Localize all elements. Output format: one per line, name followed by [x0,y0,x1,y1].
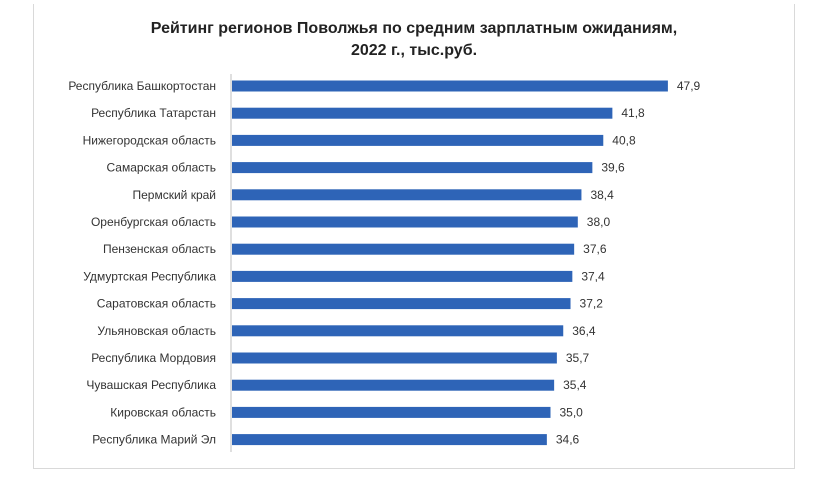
value-label: 36,4 [572,324,596,338]
bar [232,189,582,201]
bar [232,379,555,391]
category-label: Пермский край [132,188,216,202]
bar [232,298,571,310]
bar [232,216,578,228]
category-label: Республика Мордовия [91,351,216,365]
category-label: Оренбургская область [91,215,216,229]
bar [232,406,551,418]
category-label: Саратовская область [97,297,216,311]
chart-title: Рейтинг регионов Поволжья по средним зар… [0,18,828,62]
category-label: Кировская область [110,405,216,419]
value-label: 38,4 [590,188,614,202]
category-label: Нижегородская область [83,133,216,147]
bar [232,243,575,255]
bar [232,107,613,119]
category-label: Пензенская область [103,242,216,256]
value-label: 37,2 [580,297,604,311]
chart-title-line-1: Рейтинг регионов Поволжья по средним зар… [150,20,678,37]
value-label: 37,4 [581,269,605,283]
bar [232,270,573,282]
value-label: 39,6 [601,161,625,175]
category-label: Ульяновская область [97,324,216,338]
bar [232,352,557,364]
bar [232,134,604,146]
value-label: 37,6 [583,242,607,256]
bars-group: Республика Башкортостан 47,9 Республика Та… [68,79,700,447]
chart-title-line-2: 2022 г., тыс.руб. [350,42,478,59]
bar [232,434,547,446]
category-label: Удмуртская Республика [83,269,216,283]
category-label: Чувашская Республика [86,378,216,392]
category-label: Самарская область [106,161,216,175]
chart-frame [33,4,795,469]
value-label: 38,0 [587,215,611,229]
bar [232,325,564,337]
value-label: 40,8 [612,133,636,147]
value-label: 35,7 [566,351,590,365]
category-label: Республика Башкортостан [68,79,216,93]
value-label: 47,9 [677,79,701,93]
value-label: 35,4 [563,378,587,392]
bar [232,80,668,92]
value-label: 35,0 [560,405,584,419]
value-label: 41,8 [621,106,645,120]
bar [232,162,593,174]
category-label: Республика Татарстан [91,106,216,120]
category-label: Республика Марий Эл [92,433,216,447]
value-label: 34,6 [556,433,580,447]
